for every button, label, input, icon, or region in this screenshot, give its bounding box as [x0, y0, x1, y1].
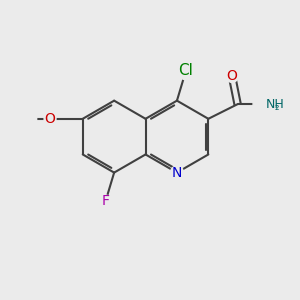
Circle shape	[177, 62, 195, 80]
Circle shape	[100, 195, 112, 207]
Text: O: O	[226, 70, 238, 83]
Circle shape	[226, 70, 238, 83]
Circle shape	[44, 113, 56, 125]
Circle shape	[255, 95, 273, 113]
Text: N: N	[172, 166, 182, 180]
Circle shape	[10, 105, 37, 132]
Text: NH: NH	[266, 98, 285, 111]
Text: O: O	[45, 112, 56, 126]
Text: ₂: ₂	[275, 101, 279, 112]
Text: Cl: Cl	[178, 63, 193, 78]
Circle shape	[253, 93, 276, 116]
Circle shape	[170, 166, 184, 179]
Text: F: F	[102, 194, 110, 208]
